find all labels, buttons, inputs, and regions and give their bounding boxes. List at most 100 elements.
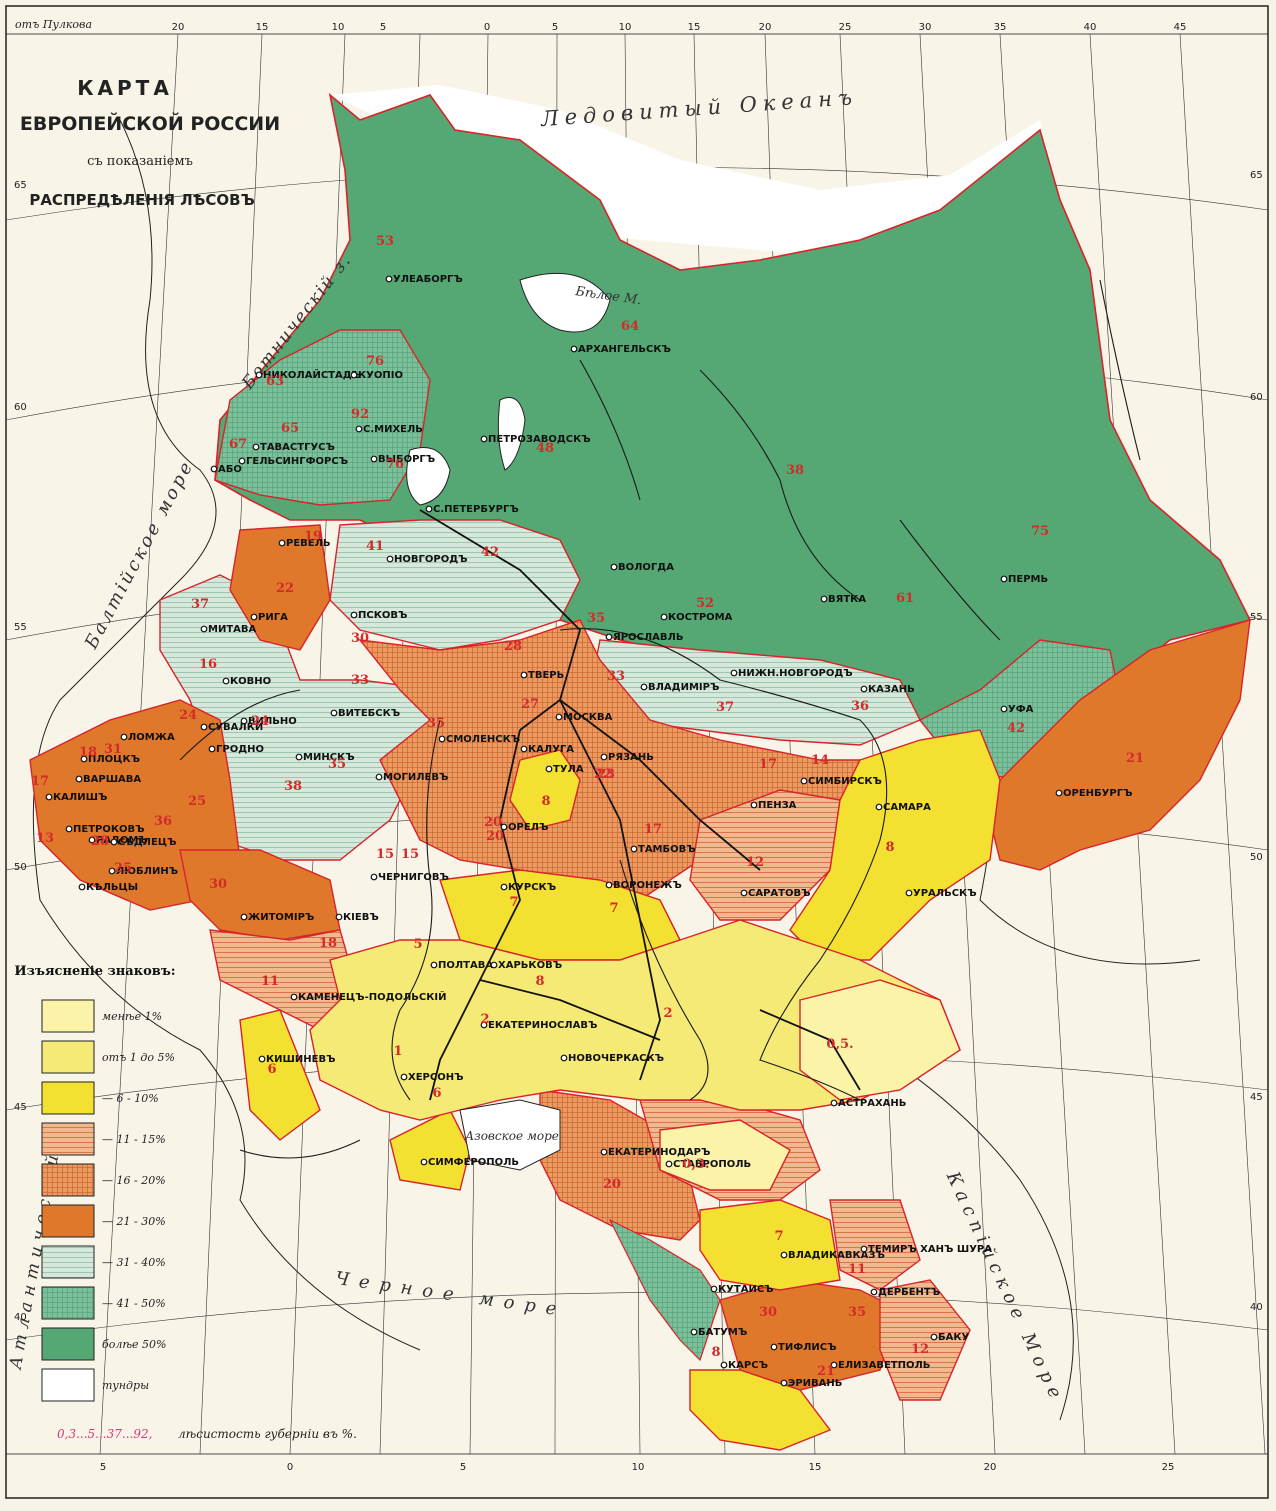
legend-swatch [41, 1040, 95, 1074]
forest-percentage-label: 8 [711, 1345, 720, 1360]
forest-percentage-label: 38 [786, 463, 804, 478]
legend-swatch [41, 1368, 95, 1402]
city-marker [830, 1361, 838, 1369]
city-label: МОГИЛЕВЪ [383, 772, 448, 783]
latitude-tick-right: 65 [1250, 170, 1263, 181]
forest-region-11-15-baku [879, 1279, 971, 1401]
forest-percentage-label: 22 [276, 581, 294, 596]
city-label: КИШИНЕВЪ [266, 1054, 335, 1065]
longitude-tick-bottom: 10 [632, 1462, 645, 1473]
legend-label: — 21 - 30% [102, 1215, 166, 1228]
latitude-tick-right: 40 [1250, 1302, 1263, 1313]
longitude-tick-top: 20 [759, 22, 772, 33]
forest-region-6-10-kars [689, 1369, 832, 1451]
forest-percentage-label: 18 [319, 936, 337, 951]
city-marker [480, 1021, 488, 1029]
forest-percentage-label: 8 [535, 974, 544, 989]
city-marker [330, 709, 338, 717]
city-marker [830, 1099, 838, 1107]
corner-label: отъ Пулкова [15, 18, 92, 31]
city-marker [560, 1054, 568, 1062]
forest-percentage-label: 36 [154, 814, 172, 829]
city-label: С.МИХЕЛЬ [363, 424, 423, 435]
city-label: НОВГОРОДЪ [394, 554, 468, 565]
city-label: ТАВАСТГУСЪ [260, 442, 335, 453]
legend-swatch [41, 1245, 95, 1279]
city-marker [222, 677, 230, 685]
forest-percentage-label: 6 [267, 1062, 276, 1077]
city-label: ПЕНЗА [758, 800, 797, 811]
forest-percentage-label: 1 [393, 1044, 402, 1059]
city-label: КАЗАНЬ [868, 684, 915, 695]
city-marker [370, 455, 378, 463]
legend-swatch [41, 1204, 95, 1238]
city-label: КОСТРОМА [668, 612, 733, 623]
lake-onega [497, 397, 526, 471]
forest-percentage-label: 19 [304, 529, 322, 544]
city-label: ЯРОСЛАВЛЬ [613, 632, 683, 643]
city-marker [1000, 705, 1008, 713]
city-label: КІЕВЪ [343, 912, 379, 923]
city-marker [400, 1073, 408, 1081]
map-title: КАРТА ЕВРОПЕЙСКОЙ РОССИИ съ показаніемъ … [20, 76, 280, 209]
city-label: СУВАЛКИ [208, 722, 263, 733]
forest-percentage-label: 23 [597, 767, 615, 782]
city-marker [800, 777, 808, 785]
forest-percentage-label: 75 [1031, 524, 1049, 539]
city-label: ВОРОНЕЖЪ [613, 880, 682, 891]
forest-region-11-15-dagestan [829, 1199, 921, 1291]
longitude-tick-top: 5 [552, 22, 558, 33]
city-label: САРАТОВЪ [748, 888, 811, 899]
city-label: ЖИТОМІРЪ [248, 912, 314, 923]
city-marker [385, 275, 393, 283]
title-line-3: съ показаніемъ [87, 154, 193, 169]
city-marker [610, 563, 618, 571]
city-marker [740, 889, 748, 897]
city-marker [730, 669, 738, 677]
forest-percentage-label: 30 [351, 631, 369, 646]
city-marker [500, 883, 508, 891]
longitude-tick-top: 0 [484, 22, 490, 33]
city-label: БАКУ [938, 1332, 970, 1343]
city-label: СМОЛЕНСКЪ [446, 734, 520, 745]
city-marker [1055, 789, 1063, 797]
city-label: ВЯТКА [828, 594, 866, 605]
forest-percentage-label: 7 [609, 901, 618, 916]
city-marker [240, 717, 248, 725]
city-marker [258, 1055, 266, 1063]
city-label: КУРСКЪ [508, 882, 556, 893]
forest-region-16-20-ekaterinodar [539, 1089, 701, 1241]
city-marker [870, 1288, 878, 1296]
legend-heading: Изъясненіе знаковъ: [14, 964, 175, 979]
longitude-tick-top: 40 [1084, 22, 1097, 33]
legend-label: менѣе 1% [102, 1010, 162, 1023]
city-label: ЧЕРНИГОВЪ [378, 872, 449, 883]
city-label: АСТРАХАНЬ [838, 1098, 906, 1109]
latitude-tick-right: 55 [1250, 612, 1263, 623]
legend-footnote-numbers: 0,3...5...37...92, [57, 1427, 152, 1441]
forest-percentage-label: 11 [261, 974, 279, 989]
city-label: ЕКАТЕРИНОСЛАВЪ [488, 1020, 597, 1031]
city-marker [386, 555, 394, 563]
forest-percentage-label: 5 [413, 937, 422, 952]
city-marker [240, 913, 248, 921]
forest-percentage-label: 35 [427, 716, 445, 731]
forest-percentage-label: 30 [759, 1305, 777, 1320]
city-marker [335, 913, 343, 921]
city-label: РЯЗАНЬ [608, 752, 654, 763]
forest-percentage-label: 12 [746, 855, 764, 870]
longitude-tick-top: 5 [380, 22, 386, 33]
rivers [179, 279, 1141, 1159]
longitude-tick-bottom: 5 [460, 1462, 466, 1473]
forest-percentage-label: 37 [191, 597, 209, 612]
city-marker [780, 1379, 788, 1387]
latitude-tick-right: 45 [1250, 1092, 1263, 1103]
forest-percentage-label: 24 [251, 714, 269, 729]
city-label: ТАМБОВЪ [638, 844, 696, 855]
city-marker [555, 713, 563, 721]
city-label: МИНСКЪ [303, 752, 355, 763]
legend-label: болѣе 50% [102, 1338, 167, 1351]
city-marker [75, 775, 83, 783]
white-sea [519, 272, 611, 333]
